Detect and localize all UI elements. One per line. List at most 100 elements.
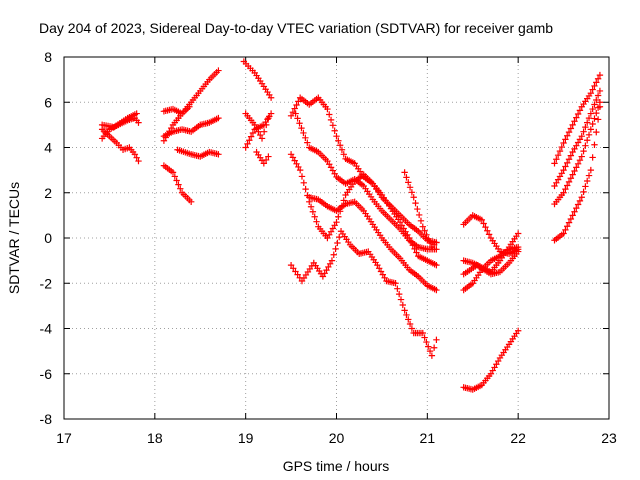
series-s11 [242, 110, 272, 142]
y-tick-label: 0 [44, 230, 52, 246]
data-point [425, 235, 432, 243]
y-tick-label: 2 [44, 185, 52, 201]
x-tick-label: 20 [329, 430, 345, 446]
data-point [594, 92, 602, 99]
y-tick-label: 4 [44, 140, 52, 156]
y-tick-label: -6 [40, 366, 53, 382]
data-point [573, 114, 580, 121]
data-point [265, 114, 272, 122]
data-point [423, 231, 430, 239]
data-point [331, 127, 338, 134]
data-point [484, 227, 491, 234]
series-s24 [551, 71, 604, 167]
data-point [584, 137, 591, 144]
data-point [596, 87, 604, 95]
data-point [407, 238, 415, 245]
y-tick-label: -2 [40, 275, 53, 291]
data-point [292, 110, 299, 117]
data-point [257, 131, 264, 139]
x-tick-label: 17 [56, 430, 72, 446]
data-point [258, 135, 266, 142]
data-point [569, 212, 576, 219]
data-point [584, 119, 591, 126]
y-tick-label: -8 [40, 411, 53, 427]
data-point [186, 103, 193, 110]
y-tick-labels: -8 -6 -4 -2 0 2 4 6 8 [40, 49, 53, 427]
data-point [426, 347, 434, 355]
data-point [580, 147, 587, 155]
data-point [576, 197, 584, 205]
series-s9 [240, 58, 275, 101]
data-point [584, 177, 591, 185]
data-point [313, 218, 320, 225]
x-axis-label: GPS time / hours [283, 458, 390, 474]
data-point [428, 352, 436, 359]
data-point [296, 166, 304, 174]
data-point [591, 82, 598, 90]
data-point [302, 134, 309, 142]
data-point [253, 125, 260, 132]
data-point [309, 208, 317, 215]
series-s22 [460, 248, 522, 278]
data-point [260, 160, 268, 167]
data-point [565, 178, 573, 186]
data-point [294, 115, 301, 122]
data-point [403, 174, 410, 181]
data-point [556, 147, 564, 155]
data-point [593, 79, 600, 86]
series-s27 [551, 103, 604, 244]
data-point [591, 115, 598, 122]
data-point [175, 181, 182, 188]
data-point [560, 139, 567, 147]
data-point [571, 167, 578, 175]
data-point [514, 248, 522, 255]
data-point [580, 188, 587, 196]
data-point [171, 173, 179, 180]
data-point [565, 156, 573, 163]
data-point [307, 203, 315, 210]
data-point [340, 151, 347, 158]
data-point [574, 110, 582, 118]
data-point [327, 116, 335, 124]
data-point [589, 154, 596, 161]
data-point [397, 296, 405, 303]
series-s18 [401, 169, 440, 251]
data-point [336, 233, 343, 241]
chart-title: Day 204 of 2023, Sidereal Day-to-day VTE… [39, 20, 553, 36]
data-point [409, 242, 416, 249]
data-point [177, 185, 184, 192]
data-point [255, 128, 262, 135]
data-point [567, 175, 575, 182]
data-point [406, 184, 414, 191]
data-point [412, 199, 419, 207]
y-tick-label: -4 [40, 321, 53, 337]
data-point [215, 114, 222, 122]
data-point [414, 205, 421, 213]
series-s26 [551, 99, 604, 208]
data-point [135, 157, 142, 165]
data-point [304, 139, 311, 146]
data-point [578, 153, 585, 160]
data-point [591, 141, 598, 148]
data-point [296, 120, 303, 127]
data-point [578, 132, 585, 140]
data-point [410, 194, 417, 201]
data-point [582, 123, 589, 131]
data-point [300, 179, 307, 186]
data-point [425, 343, 432, 350]
data-point [560, 189, 567, 196]
data-point [246, 137, 253, 144]
data-point [249, 129, 257, 137]
data-point [300, 129, 307, 137]
data-point [480, 220, 487, 227]
data-point [338, 146, 346, 153]
data-point [560, 230, 567, 237]
data-point [562, 136, 569, 143]
data-point [430, 344, 438, 351]
data-point [408, 325, 416, 332]
data-point [565, 219, 573, 226]
data-point [265, 153, 272, 160]
data-point [251, 121, 258, 129]
data-point [395, 290, 403, 298]
data-point [242, 144, 249, 151]
